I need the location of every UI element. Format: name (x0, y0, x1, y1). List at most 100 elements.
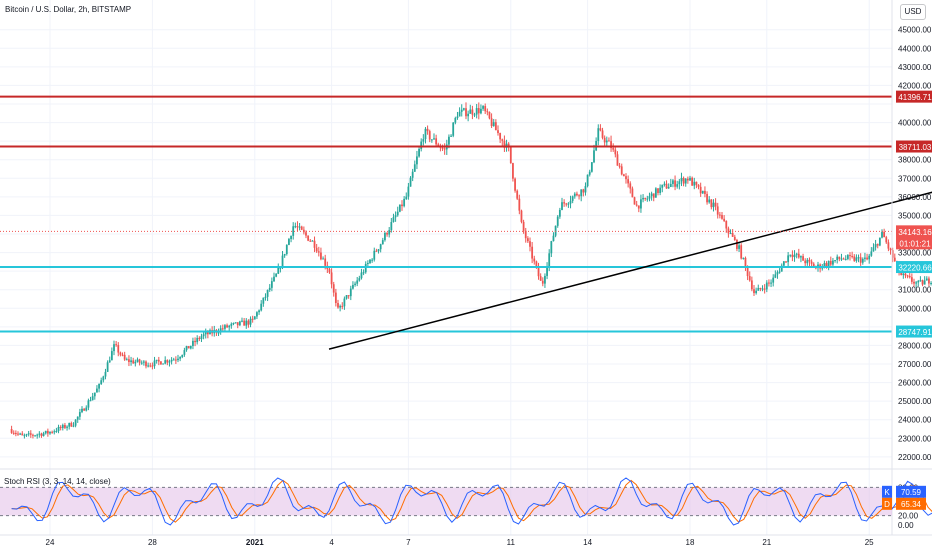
candle-body (881, 231, 883, 238)
candle-body (217, 332, 220, 334)
candle-body (625, 176, 627, 180)
candle-body (808, 259, 811, 262)
candle-body (245, 320, 248, 326)
support-level-value: 32220.66 (898, 264, 932, 273)
candle-body (680, 177, 683, 182)
candle-body (437, 144, 440, 147)
candle-body (10, 429, 13, 433)
candle-body (597, 128, 600, 142)
candle-body (573, 193, 576, 197)
candle-body (117, 345, 120, 353)
candle-body (157, 359, 160, 362)
candle-body (889, 248, 892, 251)
time-axis: 24 28 2021 4 7 11 14 18 21 25 (46, 538, 875, 547)
candle-body (219, 328, 222, 333)
candle-body (693, 181, 696, 186)
time-tick-label: 7 (406, 538, 411, 547)
currency-selector[interactable]: USD (900, 4, 926, 20)
candle-body (21, 433, 24, 436)
stoch-rsi-d-label: D 65.34 (882, 497, 926, 510)
candle-body (136, 359, 139, 362)
time-tick-label: 4 (329, 538, 334, 547)
candle-body (620, 166, 623, 175)
stoch-rsi-d-line (11, 479, 932, 523)
candle-body (170, 359, 173, 362)
candle-body (108, 360, 111, 363)
candle-body (55, 431, 58, 433)
candle-body (893, 257, 896, 262)
candle-body (518, 198, 521, 211)
candle-body (565, 203, 568, 205)
candle-body (181, 354, 184, 358)
candle-body (866, 257, 868, 260)
support-level-label: 28747.91 (896, 325, 932, 338)
candle-body (377, 249, 380, 252)
candle-body (718, 214, 721, 216)
candle-body (849, 255, 851, 257)
time-tick-label: 18 (686, 538, 695, 547)
candle-body (923, 280, 926, 285)
candle-body (616, 154, 619, 166)
candle-body (288, 239, 290, 245)
candle-body (765, 282, 768, 290)
candle-body (315, 247, 318, 252)
candle-body (887, 242, 890, 249)
candle-body (586, 174, 589, 187)
candle-body (36, 434, 39, 436)
candle-body (300, 226, 303, 230)
price-tick-label: 22000.00 (898, 453, 932, 462)
candle-body (733, 236, 736, 240)
candle-body (270, 281, 273, 288)
candle-body (149, 365, 152, 367)
candle-body (324, 258, 327, 266)
price-tick-label: 27000.00 (898, 360, 932, 369)
candle-body (806, 259, 809, 264)
candle-body (480, 108, 482, 114)
time-tick-label: 14 (583, 538, 592, 547)
candle-body (256, 312, 258, 317)
stoch-rsi-k-value: 70.59 (901, 488, 922, 497)
candle-body (776, 272, 779, 275)
support-level-label-bg (896, 261, 932, 274)
rsi-tick-label: 0.00 (898, 521, 914, 530)
candle-body (392, 217, 395, 222)
candle-body (497, 130, 499, 134)
candle-body (701, 190, 704, 194)
candle-body (292, 226, 295, 236)
candle-body (123, 354, 126, 360)
candle-body (25, 434, 28, 436)
candle-body (44, 430, 47, 434)
candle-body (859, 257, 862, 263)
candle-body (260, 303, 263, 311)
candle-body (569, 200, 572, 204)
candle-body (797, 253, 800, 258)
price-tick-label: 37000.00 (898, 174, 932, 183)
candle-body (196, 337, 199, 343)
candle-body (550, 241, 553, 254)
last-price-label: 34143.16 01:01:21 (896, 225, 932, 250)
candle-body (258, 310, 260, 313)
candle-body (501, 139, 504, 141)
candle-body (132, 360, 135, 364)
candle-body (789, 254, 792, 256)
candle-body (695, 181, 698, 185)
candle-body (294, 226, 297, 228)
price-tick-label: 42000.00 (898, 81, 932, 90)
candle-body (413, 164, 416, 172)
candle-body (646, 198, 649, 200)
candle-body (228, 325, 231, 328)
candle-body (330, 272, 333, 285)
candle-body (428, 131, 431, 140)
symbol-title: Bitcoin / U.S. Dollar, 2h, BITSTAMP (5, 5, 132, 14)
candle-body (925, 278, 928, 281)
candle-body (313, 240, 316, 248)
candle-body (51, 431, 54, 433)
candle-body (650, 193, 653, 197)
candle-body (74, 419, 77, 426)
candle-body (582, 189, 585, 193)
candle-body (469, 109, 472, 114)
candle-body (285, 244, 288, 254)
candle-body (834, 259, 836, 261)
candle-body (471, 109, 474, 115)
